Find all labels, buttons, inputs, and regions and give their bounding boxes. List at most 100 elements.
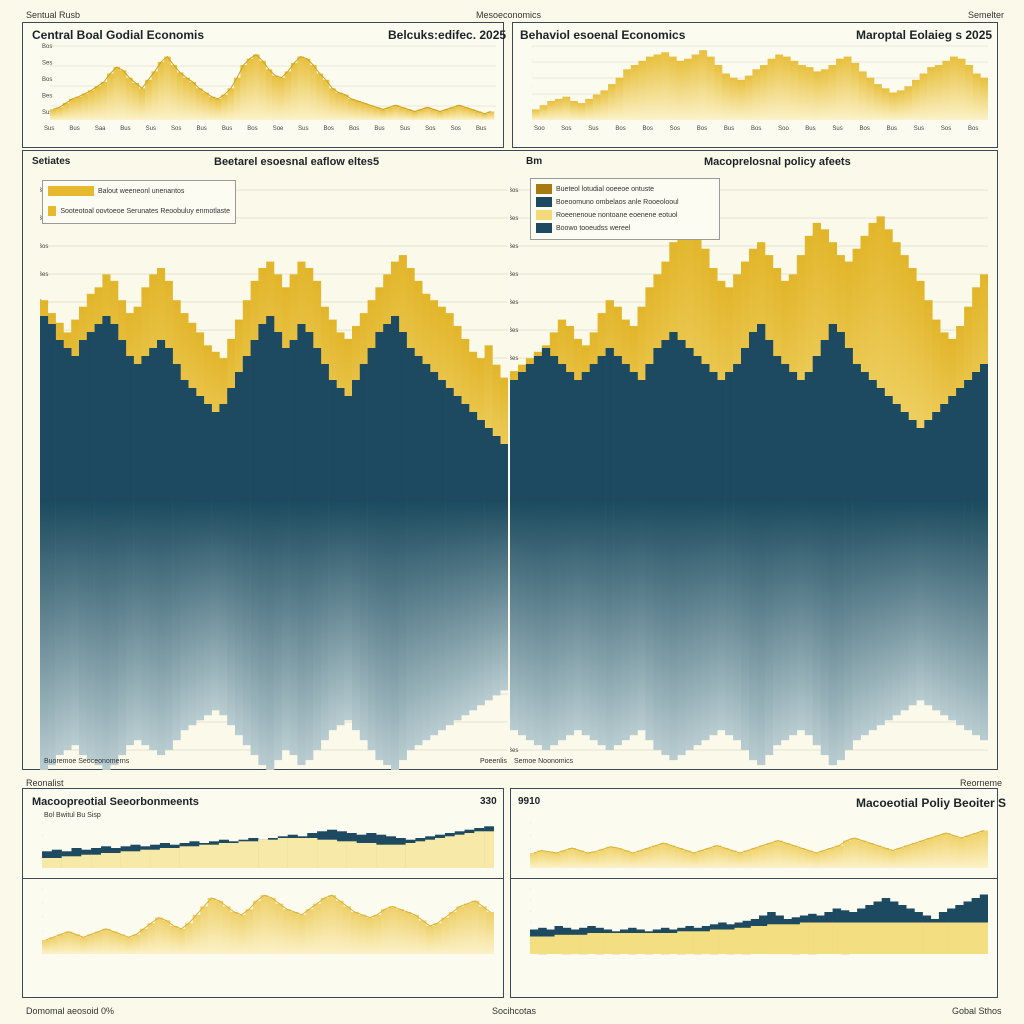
p5-gold-bar [356,843,367,868]
p4-mirror-bar [573,500,582,731]
p4-teal-bar [812,356,821,500]
p4-mirror-bar [844,500,853,751]
p4-teal-bar [868,380,877,500]
legend-right-label-3: Roeenenoue nontoane eoenene eotuol [556,211,678,219]
p4-mirror-bar [518,500,527,736]
p6a-bar [820,850,828,868]
p6b-gold-bar [595,933,604,954]
p6b-gold-bar [906,922,915,954]
p1-bar [335,92,342,120]
p5b-bar [411,914,419,954]
p6b-gold-bar [652,933,662,954]
p2-bar [714,65,723,120]
p3-teal-bar [118,340,127,500]
p6a-bar [675,848,683,868]
p5b-bar [456,906,465,954]
p6a-bar [781,843,790,868]
p4-teal-bar [836,332,845,500]
y-tick-label: Ses [42,61,52,67]
p3-mirror-bar [500,500,508,691]
p1-bar [291,62,298,120]
p5-gold-bar [110,853,121,868]
x-tick-label: Sus [832,126,842,132]
p2-bar [699,50,708,121]
p1-bar [94,86,101,120]
p6a-bar [644,848,653,868]
p5-gold-bar [484,831,494,868]
p4-gold-bar [804,235,814,501]
p4-teal-bar [916,428,925,500]
x-tick-label: Bus [69,126,79,132]
p6b-gold-bar [898,922,907,954]
p3-teal-bar [398,332,407,500]
p2-bar [729,77,738,120]
p5-gold-bar [376,844,387,868]
p4-mirror-bar [860,500,869,736]
p1-bar [195,88,203,120]
x-tick-label: Bos [247,126,257,132]
p4-teal-bar [685,348,694,500]
p6b-gold-bar [816,922,825,954]
p3-gold-bar [484,345,493,500]
p3-teal-bar [71,356,80,500]
p6b-gold-bar [881,922,891,954]
p6b-gold-bar [824,922,833,954]
p4-teal-bar [764,340,774,500]
p6b-gold-bar [865,922,874,954]
y-tick-label: Bes [42,94,52,100]
x-tick-label: Bos [860,126,870,132]
p1-bar [202,92,209,120]
p4-mirror-bar [589,500,598,741]
p5b-bar [102,928,111,954]
p6b-gold-bar [938,922,948,954]
p3-teal-bar [367,348,376,500]
p4-teal-bar [932,412,941,500]
p5b-bar [117,934,126,954]
p2-bar [554,98,563,120]
p4-teal-bar [533,356,543,500]
p6b-gold-bar [538,936,547,954]
p6a-bar [606,846,615,869]
p1-bar [297,56,304,120]
p5-gold-bar [179,846,190,868]
p6b-gold-bar [947,922,956,954]
p2-bar [851,62,860,120]
p5b-bar [373,914,382,954]
p3-teal-bar [391,316,400,500]
p1-bar [214,98,222,120]
p3-mirror-bar [305,500,314,761]
p5-gold-bar [120,851,131,868]
p3-teal-bar [63,348,72,500]
p6a-bar [659,843,668,868]
p5-gold-bar [130,851,141,868]
p5-gold-bar [405,843,416,868]
p5b-bar [335,900,344,954]
p5b-bar [207,898,216,954]
p6a-bar [942,833,951,868]
p4-teal-bar [964,380,973,500]
p6a-bar [911,843,920,868]
p6a-bar [957,838,966,868]
y-tick-label: Bes [510,748,518,754]
p3-teal-bar [227,388,236,500]
p5b-bar [471,900,480,954]
x-tick-label: Soo [778,126,789,132]
x-tick-label: Sus [588,126,598,132]
p5-gold-bar [61,856,72,868]
p5b-bar [381,909,389,954]
x-tick-label: Sos [941,126,951,132]
p2-bar [767,58,776,120]
panel-2-chart: BosBosBosBusBosSusSooSosSusBosBosSosBosB… [532,44,988,132]
p4-mirror-bar [932,500,941,711]
p4-gold-bar [876,216,885,500]
p5b-bar [396,909,404,954]
p4-mirror-bar [916,500,925,701]
p5b-bar [328,895,337,954]
p1-bar [81,93,89,120]
p6b-gold-bar [963,922,972,954]
p1-bar [424,107,431,120]
p1-bar [360,103,368,120]
y-tick-label: Bes [510,328,518,334]
p4-mirror-bar [677,500,686,756]
x-tick-label: Bus [374,126,384,132]
